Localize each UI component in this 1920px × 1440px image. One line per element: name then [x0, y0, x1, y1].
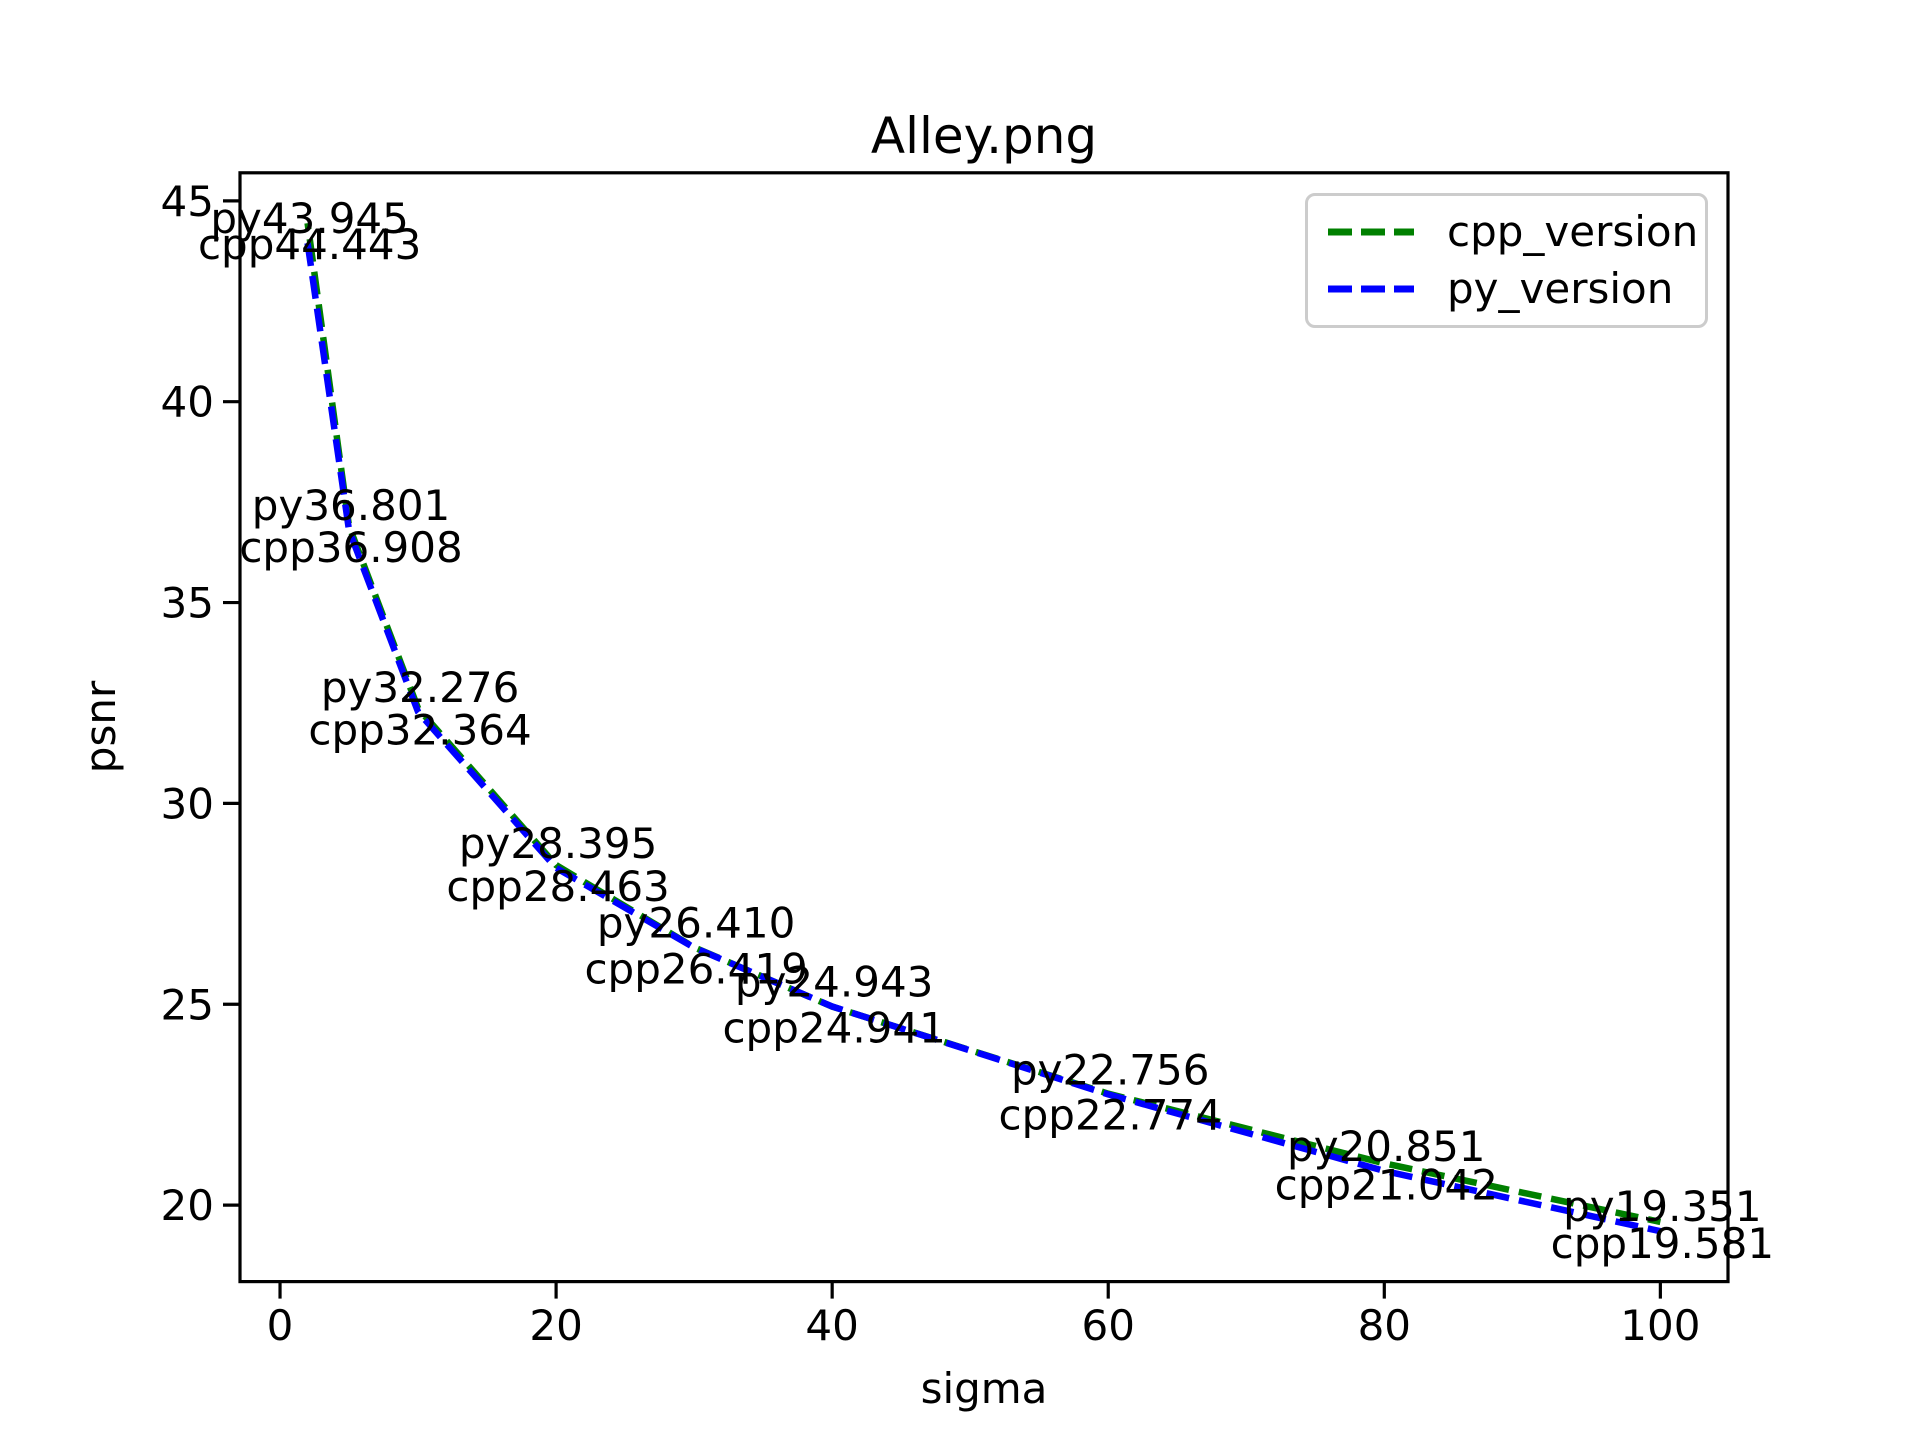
annotation-py_version: py43.945	[210, 194, 408, 243]
axes-group: 0 20 40 60 80 100 20 25 30 35 40 45	[161, 171, 1730, 1350]
legend: cpp_version py_version	[1305, 193, 1708, 328]
annotation-cpp_version: cpp21.042	[1275, 1160, 1498, 1209]
legend-label-py: py_version	[1447, 263, 1674, 313]
legend-label-cpp: cpp_version	[1447, 207, 1699, 257]
y-tick-label: 35	[161, 579, 214, 628]
y-tick-label: 20	[161, 1181, 214, 1230]
plot-border	[238, 171, 1730, 1284]
annotation-py_version: py22.756	[1011, 1045, 1209, 1094]
annotation-cpp_version: cpp26.419	[584, 944, 807, 993]
annotation-cpp_version: cpp36.908	[239, 523, 462, 572]
x-tick-label: 20	[529, 1301, 582, 1350]
annotation-py_version: py32.276	[321, 663, 519, 712]
y-tick-label: 40	[161, 378, 214, 427]
annotation-cpp_version: cpp24.941	[722, 1004, 945, 1053]
y-axis-label: psnr	[76, 680, 125, 773]
chart-title: Alley.png	[871, 107, 1097, 165]
annotation-py_version: py28.395	[459, 819, 657, 868]
annotation-py_version: py36.801	[252, 481, 450, 530]
legend-entry-cpp: cpp_version	[1308, 211, 1705, 253]
x-tick-label: 0	[267, 1301, 294, 1350]
annotation-cpp_version: cpp32.364	[308, 705, 531, 754]
x-tick-label: 40	[805, 1301, 858, 1350]
y-tick-label: 30	[161, 779, 214, 828]
x-tick-label: 100	[1620, 1301, 1700, 1350]
dashed-line-icon	[1328, 285, 1414, 293]
x-tick-label: 60	[1082, 1301, 1135, 1350]
legend-entry-py: py_version	[1308, 263, 1705, 313]
dashed-line-icon	[1328, 228, 1414, 236]
annotation-cpp_version: cpp22.774	[999, 1091, 1222, 1140]
annotation-cpp_version: cpp28.463	[446, 862, 669, 911]
y-tick-label: 25	[161, 980, 214, 1029]
annotations-group: cpp44.443 cpp36.908 cpp32.364 cpp28.463 cpp2…	[198, 194, 1774, 1268]
annotation-py_version: py24.943	[735, 958, 933, 1007]
annotation-cpp_version: cpp44.443	[198, 220, 421, 269]
x-axis-label: sigma	[921, 1364, 1048, 1413]
y-tick-label: 45	[161, 177, 214, 226]
annotation-cpp_version: cpp19.581	[1551, 1219, 1774, 1268]
annotation-py_version: py19.351	[1563, 1182, 1761, 1231]
annotation-py_version: py26.410	[597, 899, 795, 948]
annotation-py_version: py20.851	[1287, 1122, 1485, 1171]
x-tick-label: 80	[1358, 1301, 1411, 1350]
